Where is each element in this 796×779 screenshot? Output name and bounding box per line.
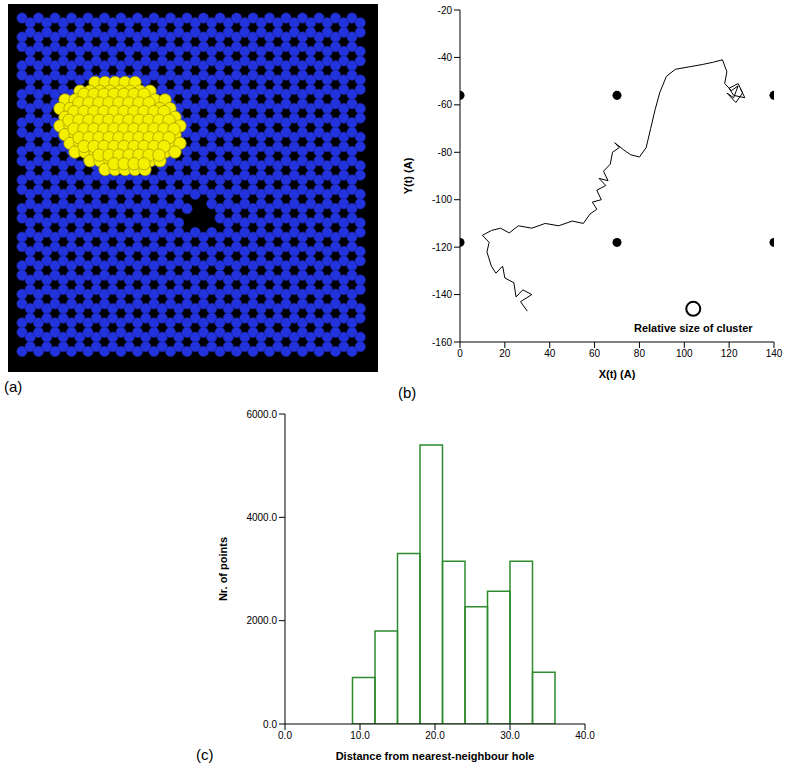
svg-text:0.0: 0.0 [278,730,292,741]
svg-text:4000.0: 4000.0 [246,512,277,523]
svg-text:20: 20 [499,348,511,359]
svg-text:-160: -160 [432,337,452,348]
svg-text:-80: -80 [438,147,453,158]
svg-text:-120: -120 [432,242,452,253]
svg-text:Relative size of cluster: Relative size of cluster [634,322,753,334]
svg-text:0.0: 0.0 [263,719,277,730]
svg-text:0: 0 [457,348,463,359]
svg-text:-100: -100 [432,194,452,205]
svg-text:-140: -140 [432,289,452,300]
svg-text:20.0: 20.0 [425,730,445,741]
svg-text:-60: -60 [438,99,453,110]
html-text:(b): (b) [398,384,417,401]
svg-text:-20: -20 [438,5,453,16]
svg-text:60: 60 [589,348,601,359]
svg-text:2000.0: 2000.0 [246,615,277,626]
svg-text:100: 100 [676,348,693,359]
svg-text:140: 140 [766,348,783,359]
svg-text:Nr. of points: Nr. of points [217,537,229,601]
svg-text:40.0: 40.0 [575,730,595,741]
svg-text:10.0: 10.0 [350,730,370,741]
svg-text:X(t) (A): X(t) (A) [599,368,636,380]
svg-text:Distance from nearest-neighbou: Distance from nearest-neighbour hole [336,750,535,762]
html-text:(a): (a) [4,378,23,395]
svg-text:120: 120 [721,348,738,359]
svg-text:80: 80 [634,348,646,359]
svg-text:6000.0: 6000.0 [246,409,277,420]
svg-text:40: 40 [544,348,556,359]
svg-text:-40: -40 [438,52,453,63]
html-text:(c): (c) [196,746,214,763]
svg-text:30.0: 30.0 [500,730,520,741]
svg-text:Y(t) (A): Y(t) (A) [402,157,414,194]
